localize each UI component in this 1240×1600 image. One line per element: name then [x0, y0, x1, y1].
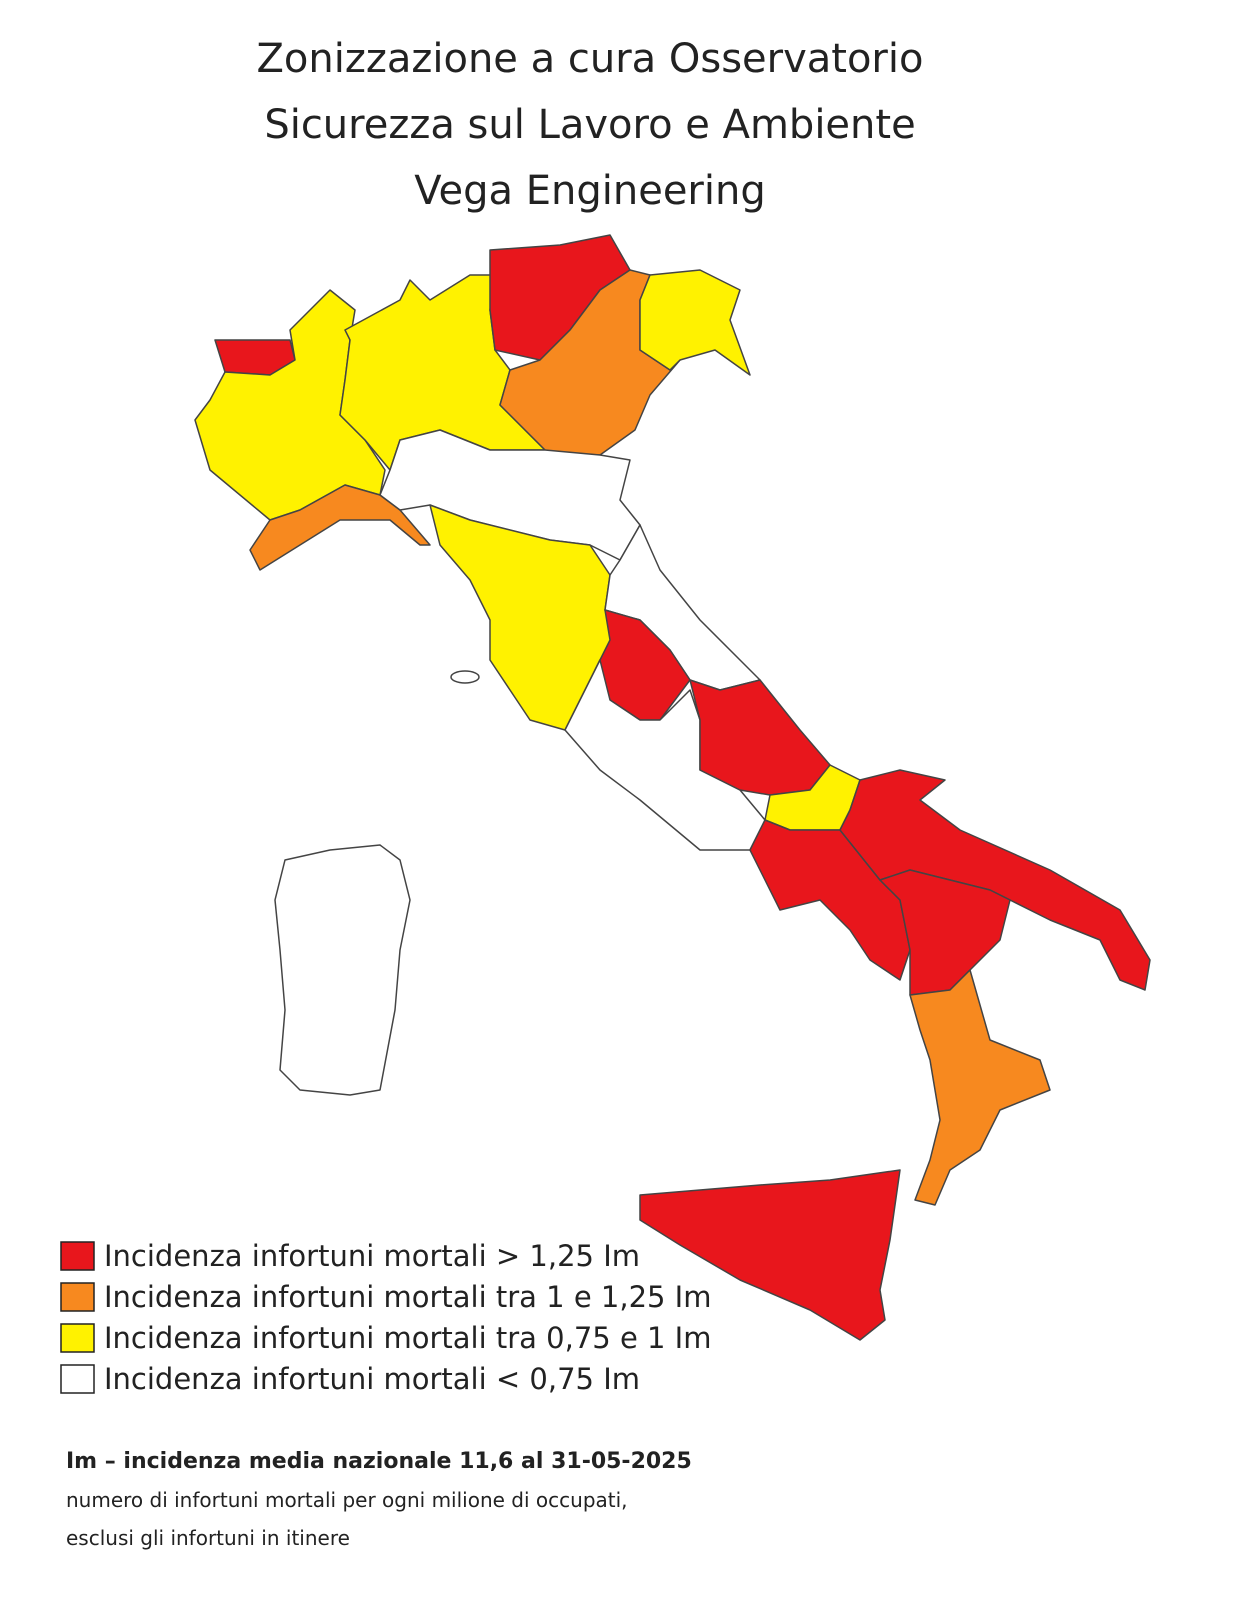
legend-swatch	[60, 1282, 95, 1312]
title: Zonizzazione a cura Osservatorio Sicurez…	[257, 36, 924, 214]
note: esclusi gli infortuni in itinere	[66, 1526, 350, 1550]
italy-map	[194, 234, 1151, 1341]
region-puglia	[839, 769, 1151, 991]
legend-label: Incidenza infortuni mortali tra 1 e 1,25…	[104, 1280, 712, 1314]
legend-label: Incidenza infortuni mortali > 1,25 Im	[104, 1239, 640, 1273]
island-elba	[450, 670, 480, 684]
legend: Incidenza infortuni mortali > 1,25 Im Inc…	[60, 1239, 712, 1396]
title-line: Vega Engineering	[414, 168, 765, 214]
legend-swatch	[60, 1241, 95, 1271]
title-line: Zonizzazione a cura Osservatorio	[257, 36, 924, 82]
region-basilicata	[879, 869, 1011, 996]
region-sardegna	[274, 844, 411, 1096]
region-calabria	[909, 969, 1051, 1206]
legend-label: Incidenza infortuni mortali < 0,75 Im	[104, 1362, 640, 1396]
note-bold: Im – incidenza media nazionale 11,6 al 3…	[66, 1449, 692, 1474]
region-friuli	[639, 269, 751, 376]
note: numero di infortuni mortali per ogni mil…	[66, 1488, 628, 1512]
region-sicilia	[639, 1169, 901, 1341]
notes: Im – incidenza media nazionale 11,6 al 3…	[66, 1449, 692, 1550]
title-line: Sicurezza sul Lavoro e Ambiente	[264, 102, 915, 148]
legend-label: Incidenza infortuni mortali tra 0,75 e 1…	[104, 1321, 712, 1355]
legend-swatch	[60, 1364, 95, 1394]
legend-swatch	[60, 1323, 95, 1353]
